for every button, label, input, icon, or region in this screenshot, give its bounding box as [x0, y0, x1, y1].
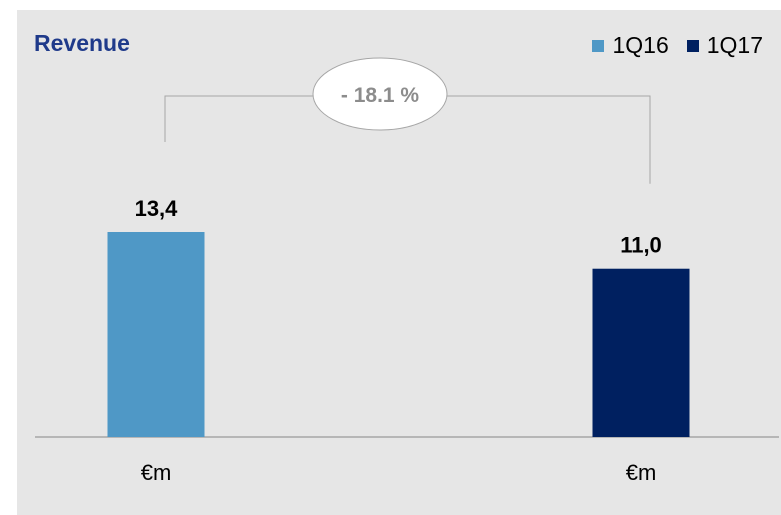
data-label-1q16: 13,4 — [135, 196, 179, 221]
data-label-1q17: 11,0 — [620, 233, 662, 258]
legend: 1Q16 1Q17 — [592, 32, 763, 59]
change-ellipse — [312, 57, 448, 131]
bar-1q16 — [107, 232, 205, 437]
change-label: - 18.1 % — [341, 84, 420, 107]
x-tick-label-1q16: €m — [141, 460, 172, 485]
chart-title: Revenue — [34, 30, 130, 56]
legend-swatch-1q17 — [686, 39, 699, 52]
bar-1q17 — [592, 268, 690, 437]
change-bracket-left — [164, 95, 313, 142]
bar-chart: 13,4 €m 11,0 €m - 18.1 % — [35, 57, 779, 485]
chart-panel: Revenue 1Q16 1Q17 13,4 €m 11,0 €m - 18.1 % — [17, 10, 781, 515]
change-bracket-right — [447, 95, 651, 184]
legend-label-1q16: 1Q16 — [612, 32, 669, 58]
legend-item-1q16: 1Q16 — [592, 32, 669, 59]
legend-item-1q17: 1Q17 — [686, 32, 763, 59]
legend-label-1q17: 1Q17 — [706, 32, 763, 58]
legend-swatch-1q16 — [592, 39, 605, 52]
x-tick-label-1q17: €m — [626, 460, 657, 485]
